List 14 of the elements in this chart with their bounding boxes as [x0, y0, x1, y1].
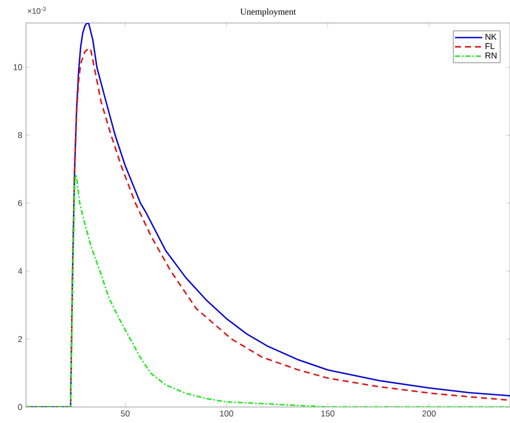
y-tick-label: 8	[18, 132, 22, 138]
y-tick-label: 2	[18, 336, 22, 342]
y-tick-label: 6	[18, 200, 22, 206]
x-tick-label: 100	[220, 410, 234, 417]
legend-label: FL	[486, 43, 495, 50]
legend-label: RN	[486, 52, 496, 58]
legend-label: NK	[486, 34, 497, 40]
x-tick-label: 200	[422, 410, 436, 417]
y-tick-label: 4	[18, 268, 22, 274]
chart-title: Unemployment	[240, 8, 296, 16]
x-tick-label: 150	[321, 410, 334, 417]
y-tick-label: 10	[14, 64, 22, 70]
x-tick-label: 50	[120, 410, 130, 417]
y-tick-label: 0	[18, 404, 22, 410]
